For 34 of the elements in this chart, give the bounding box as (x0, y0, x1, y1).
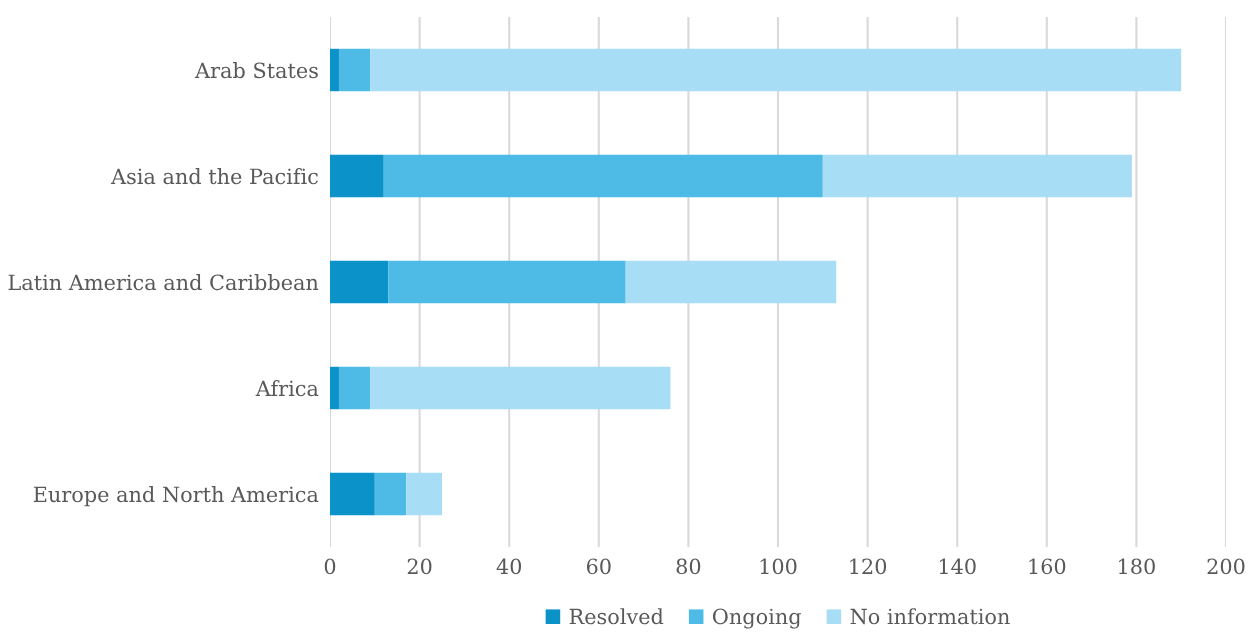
bar (822, 154, 1132, 198)
legend-label: Ongoing (712, 608, 801, 629)
legend-label: No information (850, 608, 1010, 625)
x-tick-label: 0 (324, 558, 336, 575)
x-tick-label: 40 (496, 558, 522, 575)
y-tick-label: Latin America and Caribbean (8, 274, 319, 291)
bar (625, 260, 837, 304)
y-tick-label: Arab States (194, 62, 318, 79)
bar (330, 154, 384, 198)
x-tick-label: 60 (586, 558, 611, 575)
bar (406, 472, 442, 516)
bar (374, 472, 407, 516)
y-tick-label: Asia and the Pacific (110, 168, 318, 185)
bar (338, 48, 371, 92)
bar (330, 260, 389, 304)
x-tick-label: 100 (760, 558, 797, 575)
bar (330, 48, 339, 92)
y-tick-label: Africa (255, 380, 319, 397)
x-tick-label: 160 (1029, 558, 1066, 575)
bar (383, 154, 823, 198)
y-tick-label: Europe and North America (33, 486, 319, 507)
bar (330, 366, 339, 410)
x-tick-label: 20 (407, 558, 432, 575)
x-tick-label: 200 (1207, 558, 1245, 575)
x-tick-label: 80 (676, 558, 701, 575)
bar (330, 472, 375, 516)
bar (338, 366, 371, 410)
x-tick-label: 180 (1119, 558, 1155, 575)
x-tick-label: 120 (850, 558, 887, 575)
x-tick-label: 140 (939, 558, 976, 575)
bar (388, 260, 626, 304)
bar (370, 48, 1182, 92)
bar (370, 366, 671, 410)
legend-label: Resolved (569, 608, 664, 625)
